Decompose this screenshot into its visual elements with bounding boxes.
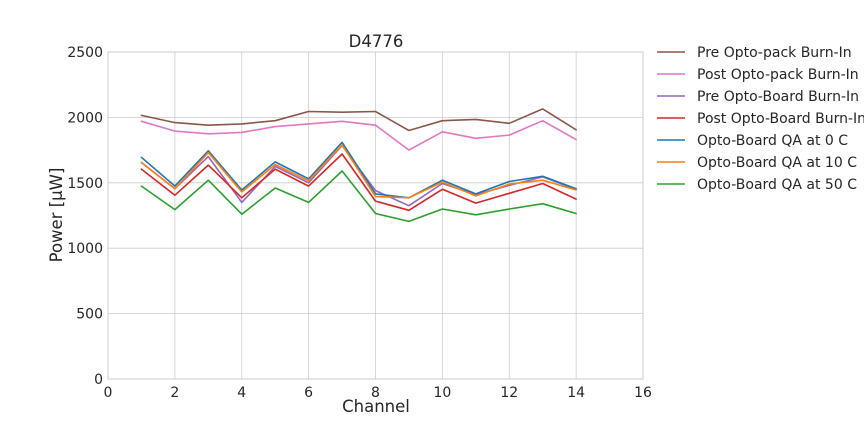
x-tick-label: 14 [567, 385, 585, 401]
x-axis-ticks: 0 2 4 6 8 10 12 14 16 [104, 385, 652, 401]
series-line-4 [140, 153, 577, 212]
series-line-2 [140, 119, 577, 151]
legend-label: Opto-Board QA at 50 C [697, 177, 857, 193]
series-line-6 [140, 144, 577, 199]
legend-label: Post Opto-pack Burn-In [697, 67, 859, 83]
grid [107, 51, 644, 380]
x-tick-label: 8 [371, 385, 380, 401]
series-line-7 [140, 170, 577, 223]
y-tick-label: 1500 [67, 176, 103, 192]
legend-label: Opto-Board QA at 0 C [697, 133, 848, 149]
x-tick-label: 0 [104, 385, 113, 401]
legend-label: Pre Opto-Board Burn-In [697, 89, 859, 105]
x-tick-label: 10 [433, 385, 451, 401]
x-tick-label: 12 [500, 385, 518, 401]
x-tick-label: 6 [304, 385, 313, 401]
x-tick-label: 4 [237, 385, 246, 401]
y-tick-label: 0 [94, 372, 103, 388]
x-tick-label: 16 [634, 385, 652, 401]
series-line-1 [140, 108, 577, 132]
x-tick-label: 2 [170, 385, 179, 401]
y-axis-ticks: 0 500 1000 1500 2000 2500 [67, 45, 103, 388]
legend-label: Post Opto-Board Burn-In [697, 111, 864, 127]
chart-title: D4776 [349, 32, 404, 51]
y-tick-label: 500 [76, 307, 103, 323]
y-axis-label: Power [μW] [47, 168, 66, 263]
legend: Pre Opto-pack Burn-In Post Opto-pack Burn… [657, 45, 864, 193]
plot-frame [107, 51, 644, 380]
series-group [140, 108, 577, 223]
y-tick-label: 2500 [67, 45, 103, 61]
x-axis-label: Channel [342, 397, 410, 416]
series-line-5 [140, 141, 577, 199]
legend-label: Pre Opto-pack Burn-In [697, 45, 852, 61]
legend-label: Opto-Board QA at 10 C [697, 155, 857, 171]
y-tick-label: 2000 [67, 110, 103, 126]
y-tick-label: 1000 [67, 241, 103, 257]
